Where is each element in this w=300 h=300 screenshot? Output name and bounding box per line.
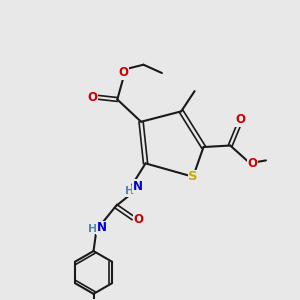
Text: S: S <box>188 170 198 183</box>
Text: O: O <box>235 113 245 127</box>
Text: O: O <box>87 91 97 103</box>
Text: N: N <box>133 180 142 193</box>
Text: O: O <box>248 157 258 170</box>
Text: O: O <box>134 213 143 226</box>
Text: O: O <box>118 66 128 79</box>
Text: H: H <box>124 186 134 196</box>
Text: N: N <box>97 221 107 234</box>
Text: H: H <box>88 224 98 234</box>
